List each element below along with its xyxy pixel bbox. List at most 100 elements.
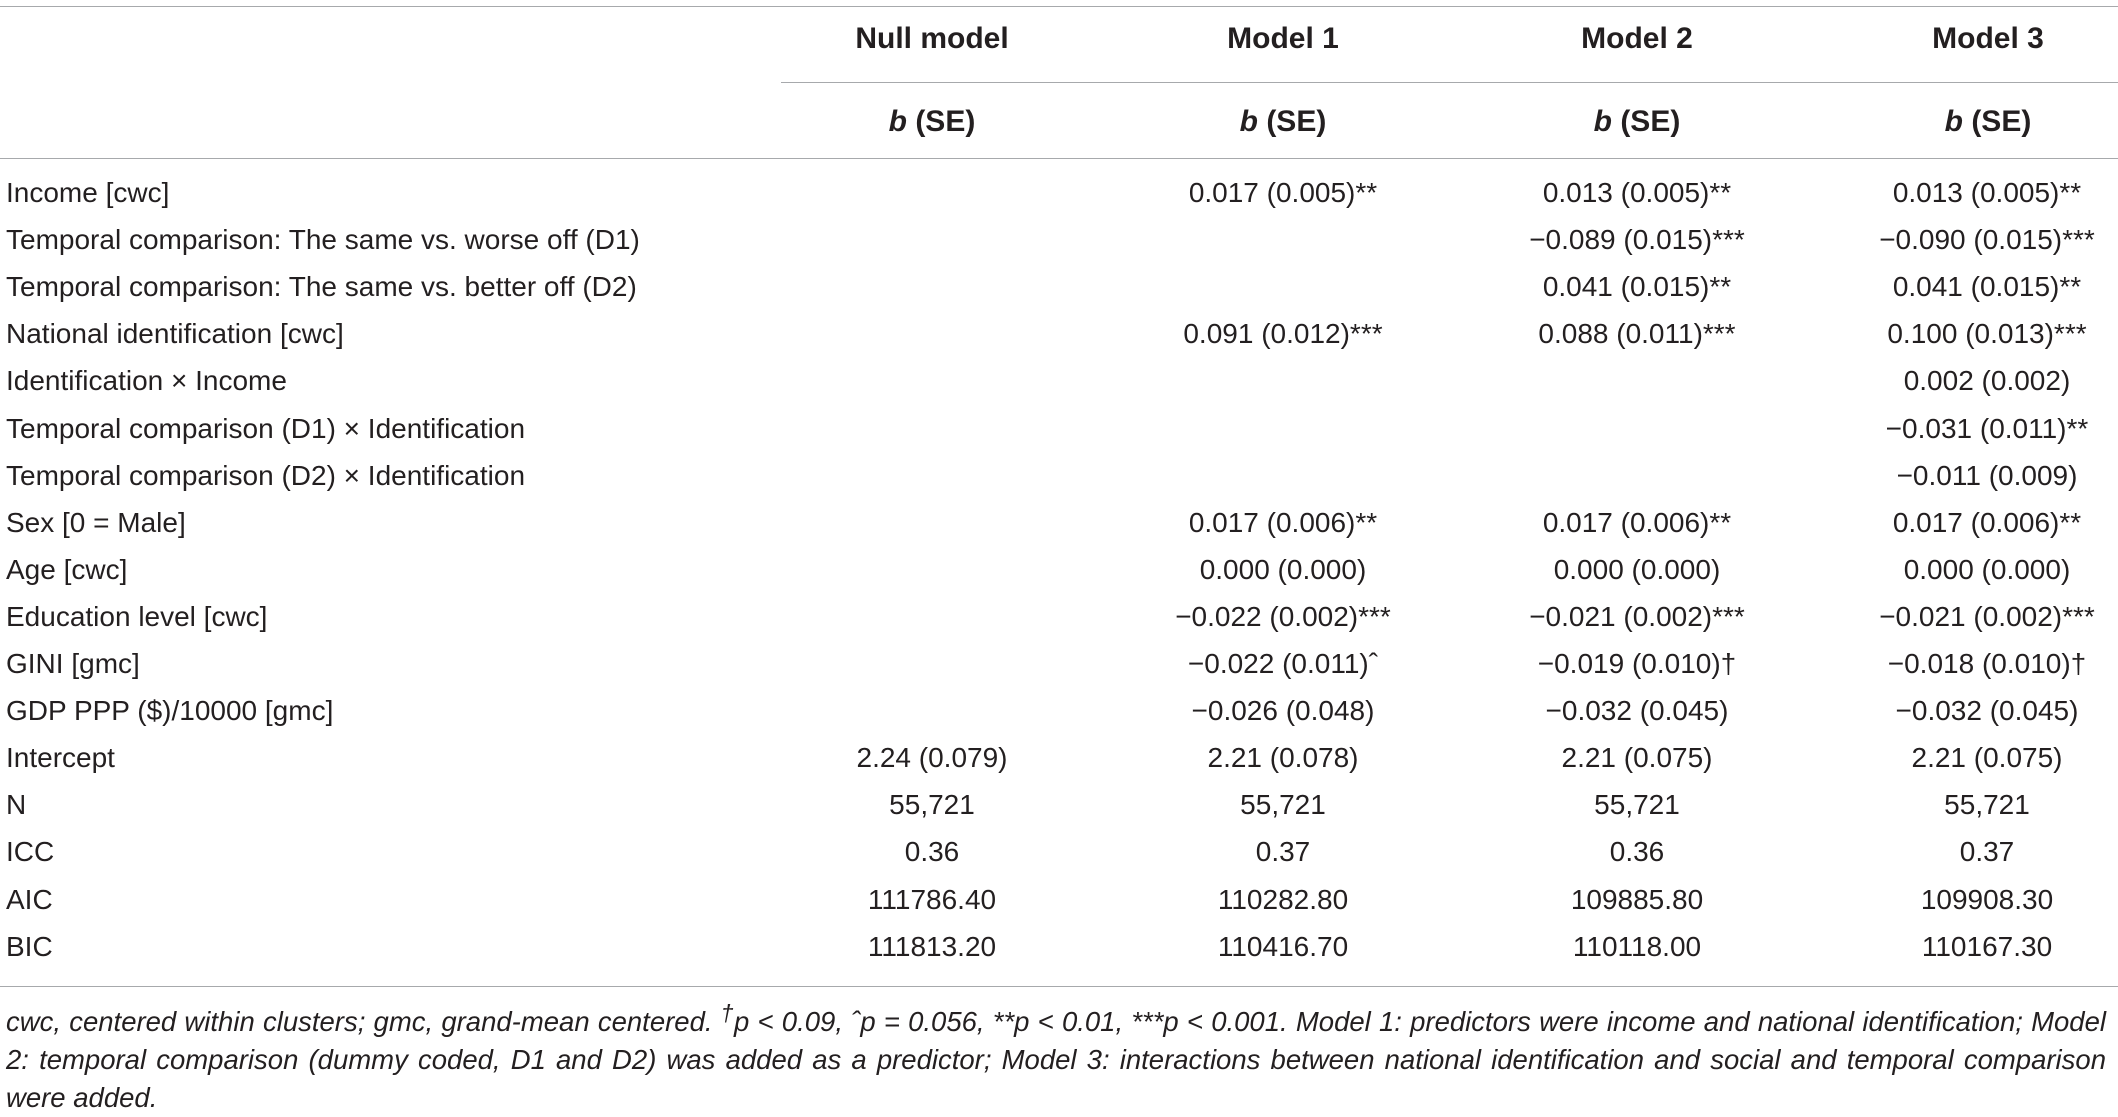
table-row: Sex [0 = Male] 0.017 (0.006)** 0.017 (0.00… [0, 500, 2118, 547]
table-cell: 111813.20 [867, 930, 997, 962]
row-label: Temporal comparison: The same vs. better… [6, 271, 637, 303]
table-cell: 2.21 (0.075) [1561, 742, 1713, 774]
table-cell: −0.031 (0.011)** [1885, 412, 2089, 444]
table-cell: 0.36 [1609, 836, 1665, 868]
row-label: Age [cwc] [6, 553, 128, 585]
table-cell: 0.017 (0.005)** [1188, 177, 1378, 208]
table-cell: 0.088 (0.011)*** [1538, 318, 1736, 350]
subheader-b: b [888, 105, 907, 138]
subheader-b: b [1593, 105, 1612, 138]
table-cell: −0.021 (0.002)*** [1879, 600, 2095, 632]
table-cell: 0.041 (0.015)** [1542, 271, 1732, 303]
table-cell: 0.000 (0.000) [1903, 553, 2071, 585]
subheader-se: (SE) [1962, 105, 2032, 138]
subheader-b: b [1239, 105, 1258, 138]
footnote-part1: cwc, centered within clusters; gmc, gran… [6, 1006, 721, 1038]
table-cell: 55,721 [1944, 789, 2030, 821]
footnote-dagger: † [720, 1000, 735, 1026]
table-cell: 0.091 (0.012)*** [1183, 318, 1383, 350]
table-cell: 109885.80 [1570, 883, 1704, 915]
table-cell: 111786.40 [867, 883, 997, 915]
table-row: Temporal comparison (D1) × Identificatio… [0, 406, 2118, 453]
table-cell: 0.000 (0.000) [1199, 553, 1367, 585]
table-cell: 0.017 (0.006)** [1542, 506, 1732, 538]
row-label: National identification [cwc] [6, 318, 344, 350]
column-header-model-1: Model 1 [1227, 22, 1339, 55]
table-cell: 55,721 [1594, 789, 1680, 821]
table-row: ICC 0.36 0.37 0.36 0.37 [0, 829, 2118, 876]
table-row: Age [cwc] 0.000 (0.000) 0.000 (0.000) 0.000… [0, 547, 2118, 594]
column-header-model-3: Model 3 [1932, 22, 2044, 55]
table-row: Temporal comparison: The same vs. worse … [0, 217, 2118, 264]
table-cell: 0.36 [904, 836, 960, 868]
subheader-b-se: b (SE) [1838, 105, 2118, 139]
table-row: AIC 111786.40 110282.80 109885.80 109908.30 [0, 877, 2118, 924]
row-label: AIC [6, 883, 53, 915]
table-row: National identification [cwc] 0.091 (0.01… [0, 311, 2118, 358]
table-cell: −0.026 (0.048) [1191, 695, 1375, 727]
table-cell: 110118.00 [1572, 930, 1702, 962]
row-label: Temporal comparison (D2) × Identificatio… [6, 459, 526, 491]
table-cell: −0.032 (0.045) [1895, 695, 2079, 727]
row-label: Temporal comparison: The same vs. worse … [6, 224, 640, 256]
table-cell: 0.017 (0.006)** [1892, 506, 2082, 538]
table-row: N 55,721 55,721 55,721 55,721 [0, 782, 2118, 829]
row-label: Income [cwc] [6, 177, 170, 208]
row-label: Education level [cwc] [6, 600, 268, 632]
table-cell: −0.022 (0.011)ˆ [1187, 648, 1379, 679]
subheader-b-se: b (SE) [782, 105, 1082, 139]
table-cell: 110416.70 [1217, 930, 1349, 962]
column-header-model-2: Model 2 [1581, 22, 1693, 55]
subheader-se: (SE) [906, 105, 976, 138]
table-cell: −0.021 (0.002)*** [1529, 600, 1745, 632]
header-bottom-rule [0, 158, 2118, 159]
table-cell: −0.090 (0.015)*** [1879, 224, 2095, 256]
table-row: Education level [cwc] −0.022 (0.002)*** −0… [0, 594, 2118, 641]
row-label: N [6, 789, 27, 821]
table-cell: 55,721 [1240, 789, 1326, 821]
table-row: Temporal comparison: The same vs. better… [0, 264, 2118, 311]
header-spanner-rule [781, 82, 2118, 83]
row-label: GDP PPP ($)/10000 [gmc] [6, 695, 334, 727]
table-cell: −0.019 (0.010)† [1537, 648, 1737, 679]
table-row: Intercept 2.24 (0.079) 2.21 (0.078) 2.21 (0… [0, 735, 2118, 782]
row-label: Intercept [6, 742, 115, 774]
table-cell: 110282.80 [1217, 883, 1349, 915]
table-cell: 2.21 (0.075) [1911, 742, 2063, 774]
subheader-b: b [1944, 105, 1963, 138]
row-label: Identification × Income [6, 365, 287, 397]
table-cell: 0.37 [1959, 836, 2015, 868]
table-cell: 0.000 (0.000) [1553, 553, 1721, 585]
table-cell: 0.017 (0.006)** [1188, 506, 1378, 538]
subheader-b-se: b (SE) [1133, 105, 1433, 139]
footnote-part2: p < 0.09, ˆp = 0.056, **p < 0.01, ***p <… [6, 1006, 2106, 1114]
table-cell: 2.21 (0.078) [1207, 742, 1359, 774]
table-cell: 2.24 (0.079) [856, 742, 1008, 774]
row-label: BIC [6, 930, 53, 962]
table-row: GDP PPP ($)/10000 [gmc] −0.026 (0.048) −0.… [0, 688, 2118, 735]
table-cell: 0.002 (0.002) [1903, 365, 2071, 397]
table-cell: −0.089 (0.015)*** [1529, 224, 1745, 256]
table-cell: 0.041 (0.015)** [1892, 271, 2082, 303]
table-bottom-rule [0, 986, 2118, 987]
table-cell: 0.013 (0.005)** [1892, 177, 2082, 208]
table-cell: 0.37 [1255, 836, 1311, 868]
row-label: ICC [6, 836, 55, 868]
table-row: Identification × Income 0.002 (0.002) [0, 358, 2118, 405]
table-cell: 110167.30 [1921, 930, 2053, 962]
table-footnote: cwc, centered within clusters; gmc, gran… [6, 994, 2106, 1117]
subheader-b-se: b (SE) [1487, 105, 1787, 139]
row-label: Sex [0 = Male] [6, 506, 186, 538]
table-cell: 0.100 (0.013)*** [1887, 318, 2087, 350]
column-header-null-model: Null model [855, 22, 1009, 55]
table-row: BIC 111813.20 110416.70 110118.00 110167.30 [0, 924, 2118, 971]
table-top-rule [0, 6, 2118, 7]
subheader-se: (SE) [1257, 105, 1327, 138]
table-row: GINI [gmc] −0.022 (0.011)ˆ −0.019 (0.010)†… [0, 641, 2118, 688]
row-label: Temporal comparison (D1) × Identificatio… [6, 412, 526, 444]
table-row: Temporal comparison (D2) × Identificatio… [0, 453, 2118, 500]
subheader-se: (SE) [1611, 105, 1681, 138]
table-cell: −0.032 (0.045) [1545, 695, 1729, 727]
row-label: GINI [gmc] [6, 648, 140, 679]
table-cell: 55,721 [889, 789, 975, 821]
